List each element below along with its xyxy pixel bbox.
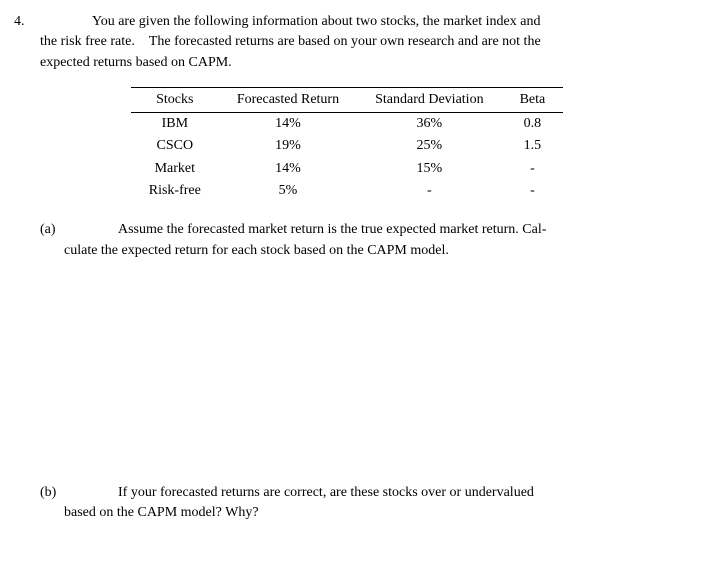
cell-forecast: 14% [219, 158, 357, 180]
table-row: Risk-free 5% - - [131, 180, 563, 202]
part-b-label: (b) [40, 483, 118, 503]
intro-text-2: the risk free rate. The forecasted retur… [14, 32, 680, 52]
cell-forecast: 14% [219, 113, 357, 136]
part-b-text-1: If your forecasted returns are correct, … [118, 485, 534, 500]
intro-line-1: 4.You are given the following informatio… [14, 12, 680, 32]
stocks-table: Stocks Forecasted Return Standard Deviat… [131, 87, 563, 202]
col-header-stddev: Standard Deviation [357, 87, 501, 112]
cell-stddev: 25% [357, 135, 501, 157]
cell-beta: - [502, 180, 564, 202]
part-a-line-1: (a)Assume the forecasted market return i… [40, 220, 680, 240]
col-header-stocks: Stocks [131, 87, 219, 112]
col-header-forecast: Forecasted Return [219, 87, 357, 112]
problem-number: 4. [14, 12, 92, 32]
cell-stock: Market [131, 158, 219, 180]
part-a: (a)Assume the forecasted market return i… [14, 220, 680, 261]
intro-text-3: expected returns based on CAPM. [14, 53, 680, 73]
table-header-row: Stocks Forecasted Return Standard Deviat… [131, 87, 563, 112]
table-row: IBM 14% 36% 0.8 [131, 113, 563, 136]
col-header-beta: Beta [502, 87, 564, 112]
cell-beta: 0.8 [502, 113, 564, 136]
part-b-line-1: (b)If your forecasted returns are correc… [40, 483, 680, 503]
part-b-text-2: based on the CAPM model? Why? [40, 503, 680, 523]
cell-stddev: - [357, 180, 501, 202]
part-b: (b)If your forecasted returns are correc… [14, 483, 680, 524]
cell-stock: Risk-free [131, 180, 219, 202]
cell-stddev: 36% [357, 113, 501, 136]
part-a-text-2: culate the expected return for each stoc… [40, 241, 680, 261]
table-row: Market 14% 15% - [131, 158, 563, 180]
cell-stock: IBM [131, 113, 219, 136]
problem-intro: 4.You are given the following informatio… [14, 12, 680, 73]
part-a-text-1: Assume the forecasted market return is t… [118, 222, 546, 237]
part-a-label: (a) [40, 220, 118, 240]
cell-beta: 1.5 [502, 135, 564, 157]
table-row: CSCO 19% 25% 1.5 [131, 135, 563, 157]
cell-stock: CSCO [131, 135, 219, 157]
cell-stddev: 15% [357, 158, 501, 180]
intro-text-1: You are given the following information … [92, 14, 540, 29]
cell-forecast: 5% [219, 180, 357, 202]
cell-beta: - [502, 158, 564, 180]
cell-forecast: 19% [219, 135, 357, 157]
